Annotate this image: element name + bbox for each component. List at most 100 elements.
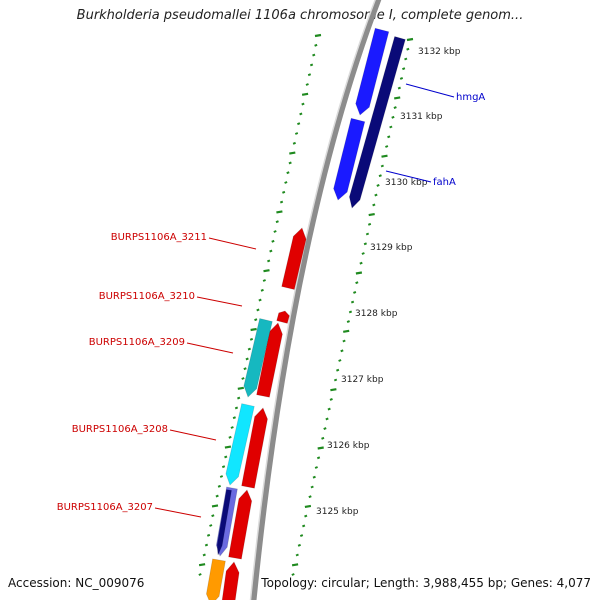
minor-tick xyxy=(321,436,325,440)
minor-tick xyxy=(299,112,303,116)
minor-tick xyxy=(249,337,254,341)
gene-label[interactable]: BURPS1106A_3208 xyxy=(72,424,168,435)
major-tick xyxy=(224,445,232,449)
minor-tick xyxy=(245,357,249,361)
minor-tick xyxy=(359,261,363,265)
gene-block-cyan xyxy=(225,403,255,486)
minor-tick xyxy=(329,397,333,401)
minor-tick xyxy=(284,181,288,184)
minor-tick xyxy=(292,141,296,145)
gene-label[interactable]: BURPS1106A_3209 xyxy=(89,337,185,348)
gene-label-leader xyxy=(196,296,243,307)
minor-tick xyxy=(342,339,346,343)
minor-tick xyxy=(333,378,338,382)
major-tick xyxy=(394,96,401,100)
minor-tick xyxy=(282,190,286,194)
minor-tick xyxy=(312,53,316,57)
gene-label-leader xyxy=(208,237,257,250)
minor-tick xyxy=(206,533,211,537)
minor-tick xyxy=(202,553,206,557)
minor-tick xyxy=(402,67,406,71)
gene-block-teal xyxy=(243,318,273,398)
minor-tick xyxy=(286,171,290,175)
major-tick xyxy=(368,213,375,217)
minor-tick xyxy=(304,514,308,518)
gene-arrow-3211 xyxy=(281,227,307,290)
gene-label-leader xyxy=(405,83,455,98)
gene-label-leader xyxy=(154,507,202,518)
gene-label[interactable]: BURPS1106A_3210 xyxy=(99,291,195,302)
minor-tick xyxy=(271,239,275,243)
major-tick xyxy=(211,504,219,508)
minor-tick xyxy=(376,183,380,187)
minor-tick xyxy=(267,259,271,263)
major-tick xyxy=(263,269,270,273)
gene-label[interactable]: BURPS1106A_3211 xyxy=(111,232,207,243)
gene-label[interactable]: hmgA xyxy=(456,92,485,103)
minor-tick xyxy=(275,220,279,224)
minor-tick xyxy=(355,281,359,285)
minor-tick xyxy=(372,203,376,207)
gene-label[interactable]: BURPS1106A_3207 xyxy=(57,502,153,513)
minor-tick xyxy=(295,553,299,557)
gene-arrow-bottom xyxy=(221,561,240,600)
scale-labels: 3132 kbp 3131 kbp 3130 kbp 3129 kbp 3128 kbp… xyxy=(316,47,461,517)
minor-tick xyxy=(262,279,266,282)
gene-labels[interactable]: hmgA fahA BURPS1106A_3211 BURPS1106A_3210 BU… xyxy=(57,83,486,518)
outer-tick-ring xyxy=(198,33,322,576)
gene-arrow-3209 xyxy=(256,322,283,398)
gene-block-orange xyxy=(205,558,226,600)
minor-tick xyxy=(365,232,370,236)
minor-tick xyxy=(353,290,357,294)
gene-features[interactable] xyxy=(205,27,406,600)
gene-label[interactable]: fahA xyxy=(433,177,456,188)
minor-tick xyxy=(389,125,393,129)
minor-tick xyxy=(224,455,228,459)
scale-label: 3131 kbp xyxy=(400,112,443,122)
minor-tick xyxy=(228,435,232,439)
genome-backbone-highlight xyxy=(249,0,376,600)
minor-tick xyxy=(338,359,342,362)
minor-tick xyxy=(237,396,241,400)
minor-tick xyxy=(219,475,224,478)
gene-label-leader xyxy=(169,429,217,441)
minor-tick xyxy=(348,310,353,314)
minor-tick xyxy=(302,524,306,528)
minor-tick xyxy=(299,534,304,538)
accession-info: Accession: NC_009076 xyxy=(8,576,144,590)
minor-tick xyxy=(404,57,408,61)
major-tick xyxy=(237,386,244,390)
minor-tick xyxy=(323,427,327,431)
gene-arrow-hmga xyxy=(355,27,390,116)
length-value: 3,988,455 bp xyxy=(422,576,503,590)
minor-tick xyxy=(361,252,365,255)
minor-tick xyxy=(397,86,401,90)
gene-label-leader xyxy=(385,170,432,183)
minor-tick xyxy=(307,73,312,77)
minor-tick xyxy=(309,63,314,67)
minor-tick xyxy=(393,106,397,110)
topology-label: Topology: xyxy=(261,576,318,590)
scale-label: 3128 kbp xyxy=(355,309,398,319)
minor-tick xyxy=(241,377,245,380)
major-tick xyxy=(330,388,337,392)
minor-tick xyxy=(314,43,318,47)
minor-tick xyxy=(256,308,260,312)
major-tick xyxy=(343,329,350,333)
major-tick xyxy=(291,563,299,567)
gene-arrow-fahA xyxy=(333,117,366,201)
minor-tick xyxy=(385,145,389,148)
minor-tick xyxy=(297,122,301,126)
minor-tick xyxy=(316,456,321,460)
minor-tick xyxy=(301,102,305,106)
minor-tick xyxy=(312,475,316,479)
scale-label: 3130 kbp xyxy=(385,178,428,188)
major-tick xyxy=(198,563,206,567)
minor-tick xyxy=(273,230,277,233)
minor-tick xyxy=(314,466,318,469)
length-label: Length: xyxy=(373,576,420,590)
scale-label: 3126 kbp xyxy=(327,441,370,451)
minor-tick xyxy=(378,174,382,178)
minor-tick xyxy=(399,76,404,80)
